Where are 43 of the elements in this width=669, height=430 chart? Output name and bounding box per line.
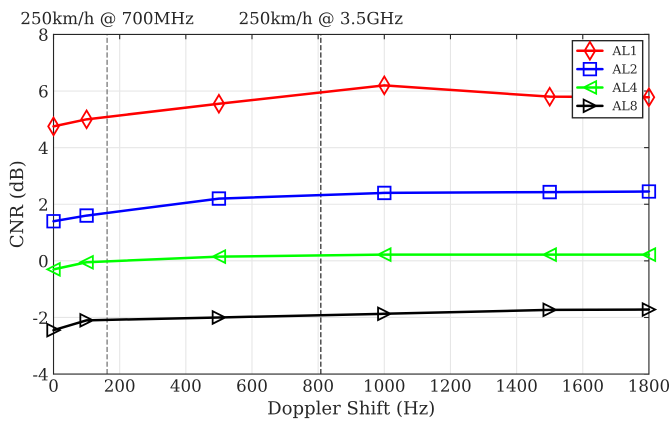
legend-label: AL4 — [612, 82, 638, 92]
point — [212, 191, 226, 206]
y-tick-label: 2 — [39, 198, 48, 211]
y-tick-label: -4 — [33, 368, 48, 380]
legend-label: AL2 — [612, 64, 636, 74]
point — [642, 302, 656, 317]
y-tick-label: 0 — [39, 254, 48, 268]
point — [642, 247, 656, 262]
y-axis-title: CNR (dB) — [9, 162, 26, 248]
point — [46, 323, 61, 338]
y-tick-label: 8 — [39, 28, 48, 41]
point — [377, 306, 392, 321]
point — [377, 247, 392, 262]
x-tick-label: 1200 — [431, 379, 471, 392]
point — [642, 184, 656, 199]
x-axis-title: Doppler Shift (Hz) — [268, 400, 434, 418]
point — [79, 255, 94, 270]
y-tick-label: 6 — [39, 84, 48, 98]
point — [377, 186, 392, 200]
x-tick-label: 600 — [237, 379, 267, 392]
legend-label: AL8 — [612, 100, 637, 110]
point — [46, 214, 61, 228]
x-tick-label: 1400 — [497, 379, 537, 392]
x-tick-label: 400 — [170, 379, 201, 392]
x-tick-label: 1000 — [365, 379, 404, 392]
x-tick-label: 1800 — [630, 379, 669, 392]
point — [212, 249, 226, 264]
y-tick-label: -2 — [33, 311, 48, 324]
x-tick-label: 200 — [104, 379, 134, 392]
point — [79, 208, 94, 223]
x-tick-label: 1600 — [564, 379, 603, 392]
legend-label: AL1 — [612, 46, 636, 56]
x-tick-label: 0 — [49, 379, 58, 392]
point — [542, 302, 557, 317]
point — [542, 184, 557, 200]
point — [542, 247, 557, 262]
point — [46, 262, 61, 277]
point — [79, 313, 94, 328]
ref-line-label: 250km/h @ 3.5GHz — [240, 11, 402, 28]
ref-line-label: 250km/h @ 700MHz — [21, 11, 194, 28]
point — [212, 310, 226, 325]
x-tick-label: 800 — [303, 379, 333, 392]
y-tick-label: 4 — [38, 142, 48, 154]
